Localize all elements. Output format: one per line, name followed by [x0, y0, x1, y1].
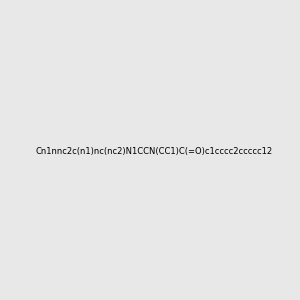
Text: Cn1nnc2c(n1)nc(nc2)N1CCN(CC1)C(=O)c1cccc2ccccc12: Cn1nnc2c(n1)nc(nc2)N1CCN(CC1)C(=O)c1cccc… [35, 147, 272, 156]
